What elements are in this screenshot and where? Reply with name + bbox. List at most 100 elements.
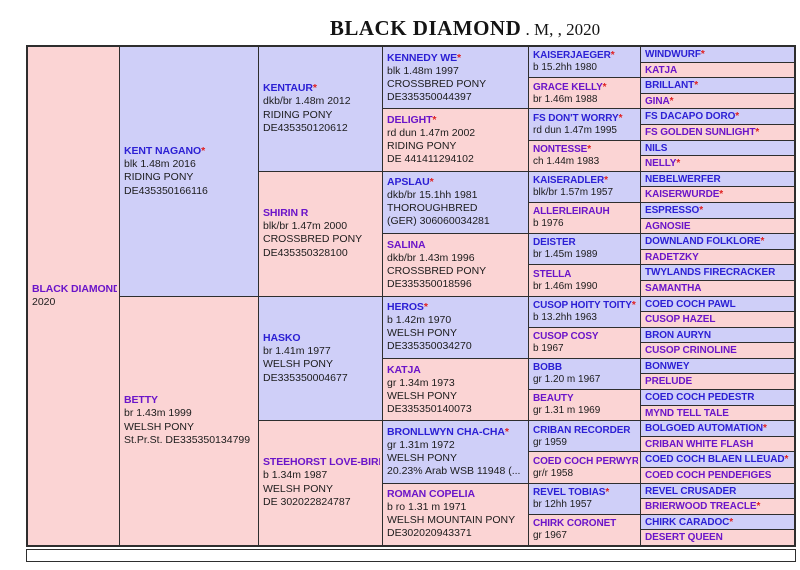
horse-detail-registration: DE435350328100 (263, 246, 348, 259)
horse-name-link[interactable]: KAISERADLER* (533, 174, 638, 187)
horse-name-link[interactable]: BLACK DIAMOND (32, 283, 117, 296)
horse-name: BEAUTY (533, 393, 574, 405)
horse-name: MYND TELL TALE (645, 407, 729, 419)
horse-name: APSLAU (387, 176, 430, 189)
horse-name-link[interactable]: PRELUDE (645, 375, 792, 388)
horse-name: BRIERWOOD TREACLE (645, 501, 757, 513)
horse-name: RADETZKY (645, 251, 699, 263)
pedigree-cell-gen4: CUSOP HOITY TOITY* b 13.2hh 1963 (529, 295, 640, 327)
pedigree-cell-gen5: BRON AURYN (641, 326, 794, 343)
horse-name-link[interactable]: HEROS* (387, 301, 526, 314)
star-marker: * (201, 144, 206, 157)
horse-name-link[interactable]: REVEL TOBIAS* (533, 486, 638, 499)
horse-name-link[interactable]: MYND TELL TALE (645, 407, 792, 420)
horse-name-link[interactable]: CUSOP CRINOLINE (645, 344, 792, 357)
horse-name-link[interactable]: GRACE KELLY* (533, 81, 638, 94)
horse-name-link[interactable]: KENNEDY WE* (387, 52, 526, 65)
horse-name-link[interactable]: KAISERJAEGER* (533, 49, 638, 62)
generation-col-root: BLACK DIAMOND 2020 (28, 47, 119, 545)
horse-name-link[interactable]: BOLGOED AUTOMATION* (645, 422, 792, 435)
horse-name-link[interactable]: KENT NAGANO* (124, 145, 256, 158)
horse-detail-color-height-year: dkb/br 1.43m 1996 (387, 251, 475, 264)
horse-name-link[interactable]: ALLERLEIRAUH (533, 205, 638, 218)
horse-name-link[interactable]: TWYLANDS FIRECRACKER (645, 266, 792, 279)
horse-name-link[interactable]: GINA* (645, 95, 792, 108)
horse-name-link[interactable]: APSLAU* (387, 176, 526, 189)
horse-name: BETTY (124, 394, 158, 406)
horse-name-link[interactable]: NELLY* (645, 157, 792, 170)
horse-name-link[interactable]: ROMAN COPELIA (387, 488, 526, 501)
horse-name-link[interactable]: BONWEY (645, 360, 792, 373)
horse-name-link[interactable]: COED COCH BLAEN LLEUAD* (645, 453, 792, 466)
horse-name-link[interactable]: AGNOSIE (645, 220, 792, 233)
pedigree-cell-gen4: BEAUTY gr 1.31 m 1969 (529, 389, 640, 421)
horse-name: DESERT QUEEN (645, 532, 723, 544)
horse-name: CUSOP COSY (533, 331, 599, 343)
horse-name-link[interactable]: WINDWURF* (645, 48, 792, 61)
horse-detail-breed: THOROUGHBRED (387, 202, 478, 215)
pedigree-table: BLACK DIAMOND 2020 KENT NAGANO* blk 1.48… (26, 45, 796, 547)
horse-name-link[interactable]: STELLA (533, 268, 638, 281)
horse-name: COED COCH PERWYR (533, 455, 638, 467)
horse-name: STELLA (533, 268, 572, 280)
horse-name-link[interactable]: CRIBAN RECORDER (533, 424, 638, 437)
horse-name: COED COCH PENDEFIGES (645, 470, 772, 482)
horse-name-link[interactable]: CHIRK CARADOC* (645, 516, 792, 529)
page-title: BLACK DIAMOND . M, , 2020 (65, 16, 800, 41)
horse-name-link[interactable]: KAISERWURDE* (645, 188, 792, 201)
horse-name-link[interactable]: BRIERWOOD TREACLE* (645, 500, 792, 513)
horse-name-link[interactable]: KENTAUR* (263, 82, 380, 95)
horse-name: BOBB (533, 362, 563, 374)
horse-name-link[interactable]: KATJA (387, 364, 526, 377)
horse-name-link[interactable]: COED COCH PEDESTR (645, 391, 792, 404)
horse-name-link[interactable]: COED COCH PERWYR (533, 455, 638, 468)
star-marker: * (429, 176, 434, 189)
horse-detail-breed: WELSH PONY (387, 327, 458, 340)
horse-name-link[interactable]: RADETZKY (645, 251, 792, 264)
horse-name: NILS (645, 142, 668, 154)
horse-name-link[interactable]: BRONLLWYN CHA-CHA* (387, 426, 526, 439)
horse-name-link[interactable]: DESERT QUEEN (645, 531, 792, 544)
horse-detail-color-height-year: b 13.2hh 1963 (533, 311, 597, 323)
horse-name-link[interactable]: CUSOP HAZEL (645, 313, 792, 326)
pedigree-cell-gen5: BOLGOED AUTOMATION* (641, 420, 794, 436)
horse-name-link[interactable]: CHIRK CORONET (533, 517, 638, 530)
horse-name-link[interactable]: NONTESSE* (533, 143, 638, 156)
horse-name-link[interactable]: FS DACAPO DORO* (645, 110, 792, 123)
horse-name: KATJA (645, 64, 678, 76)
horse-name-link[interactable]: COED COCH PENDEFIGES (645, 469, 792, 482)
horse-name-link[interactable]: REVEL CRUSADER (645, 485, 792, 498)
horse-name-link[interactable]: NEBELWERFER (645, 173, 792, 186)
horse-name-link[interactable]: SHIRIN R (263, 207, 380, 220)
horse-name-link[interactable]: BEAUTY (533, 392, 638, 405)
pedigree-cell-gen5: SAMANTHA (641, 279, 794, 296)
horse-detail-registration: DE335350140073 (387, 402, 472, 415)
horse-name-link[interactable]: BRON AURYN (645, 329, 792, 342)
horse-name-link[interactable]: CUSOP COSY (533, 330, 638, 343)
horse-detail-breed: CROSSBRED PONY (387, 264, 487, 277)
horse-name-link[interactable]: CRIBAN WHITE FLASH (645, 438, 792, 451)
horse-name-link[interactable]: FS DON'T WORRY* (533, 112, 638, 125)
pedigree-cell-gen5: BONWEY (641, 357, 794, 374)
horse-name-link[interactable]: HASKO (263, 332, 380, 345)
horse-name: GRACE KELLY (533, 81, 603, 93)
horse-name-link[interactable]: SAMANTHA (645, 282, 792, 295)
horse-name-link[interactable]: DEISTER (533, 236, 638, 249)
pedigree-cell-gen3: SALINA dkb/br 1.43m 1996 CROSSBRED PONY … (383, 233, 528, 296)
pedigree-cell-gen5: FS GOLDEN SUNLIGHT* (641, 123, 794, 140)
horse-name-link[interactable]: FS GOLDEN SUNLIGHT* (645, 126, 792, 139)
pedigree-cell-gen3: APSLAU* dkb/br 15.1hh 1981 THOROUGHBRED … (383, 170, 528, 234)
horse-name-link[interactable]: BRILLANT* (645, 79, 792, 92)
horse-name-link[interactable]: COED COCH PAWL (645, 298, 792, 311)
horse-name-link[interactable]: BETTY (124, 394, 256, 407)
horse-name-link[interactable]: SALINA (387, 239, 526, 252)
horse-name-link[interactable]: DOWNLAND FOLKLORE* (645, 235, 792, 248)
horse-name-link[interactable]: NILS (645, 142, 792, 155)
horse-name-link[interactable]: DELIGHT* (387, 114, 526, 127)
horse-name-link[interactable]: STEEHORST LOVE-BIRD* (263, 456, 380, 469)
horse-name-link[interactable]: CUSOP HOITY TOITY* (533, 299, 638, 312)
horse-name-link[interactable]: KATJA (645, 64, 792, 77)
horse-name-link[interactable]: BOBB (533, 361, 638, 374)
generation-col-1: KENT NAGANO* blk 1.48m 2016 RIDING PONY … (119, 47, 258, 545)
horse-name-link[interactable]: ESPRESSO* (645, 204, 792, 217)
